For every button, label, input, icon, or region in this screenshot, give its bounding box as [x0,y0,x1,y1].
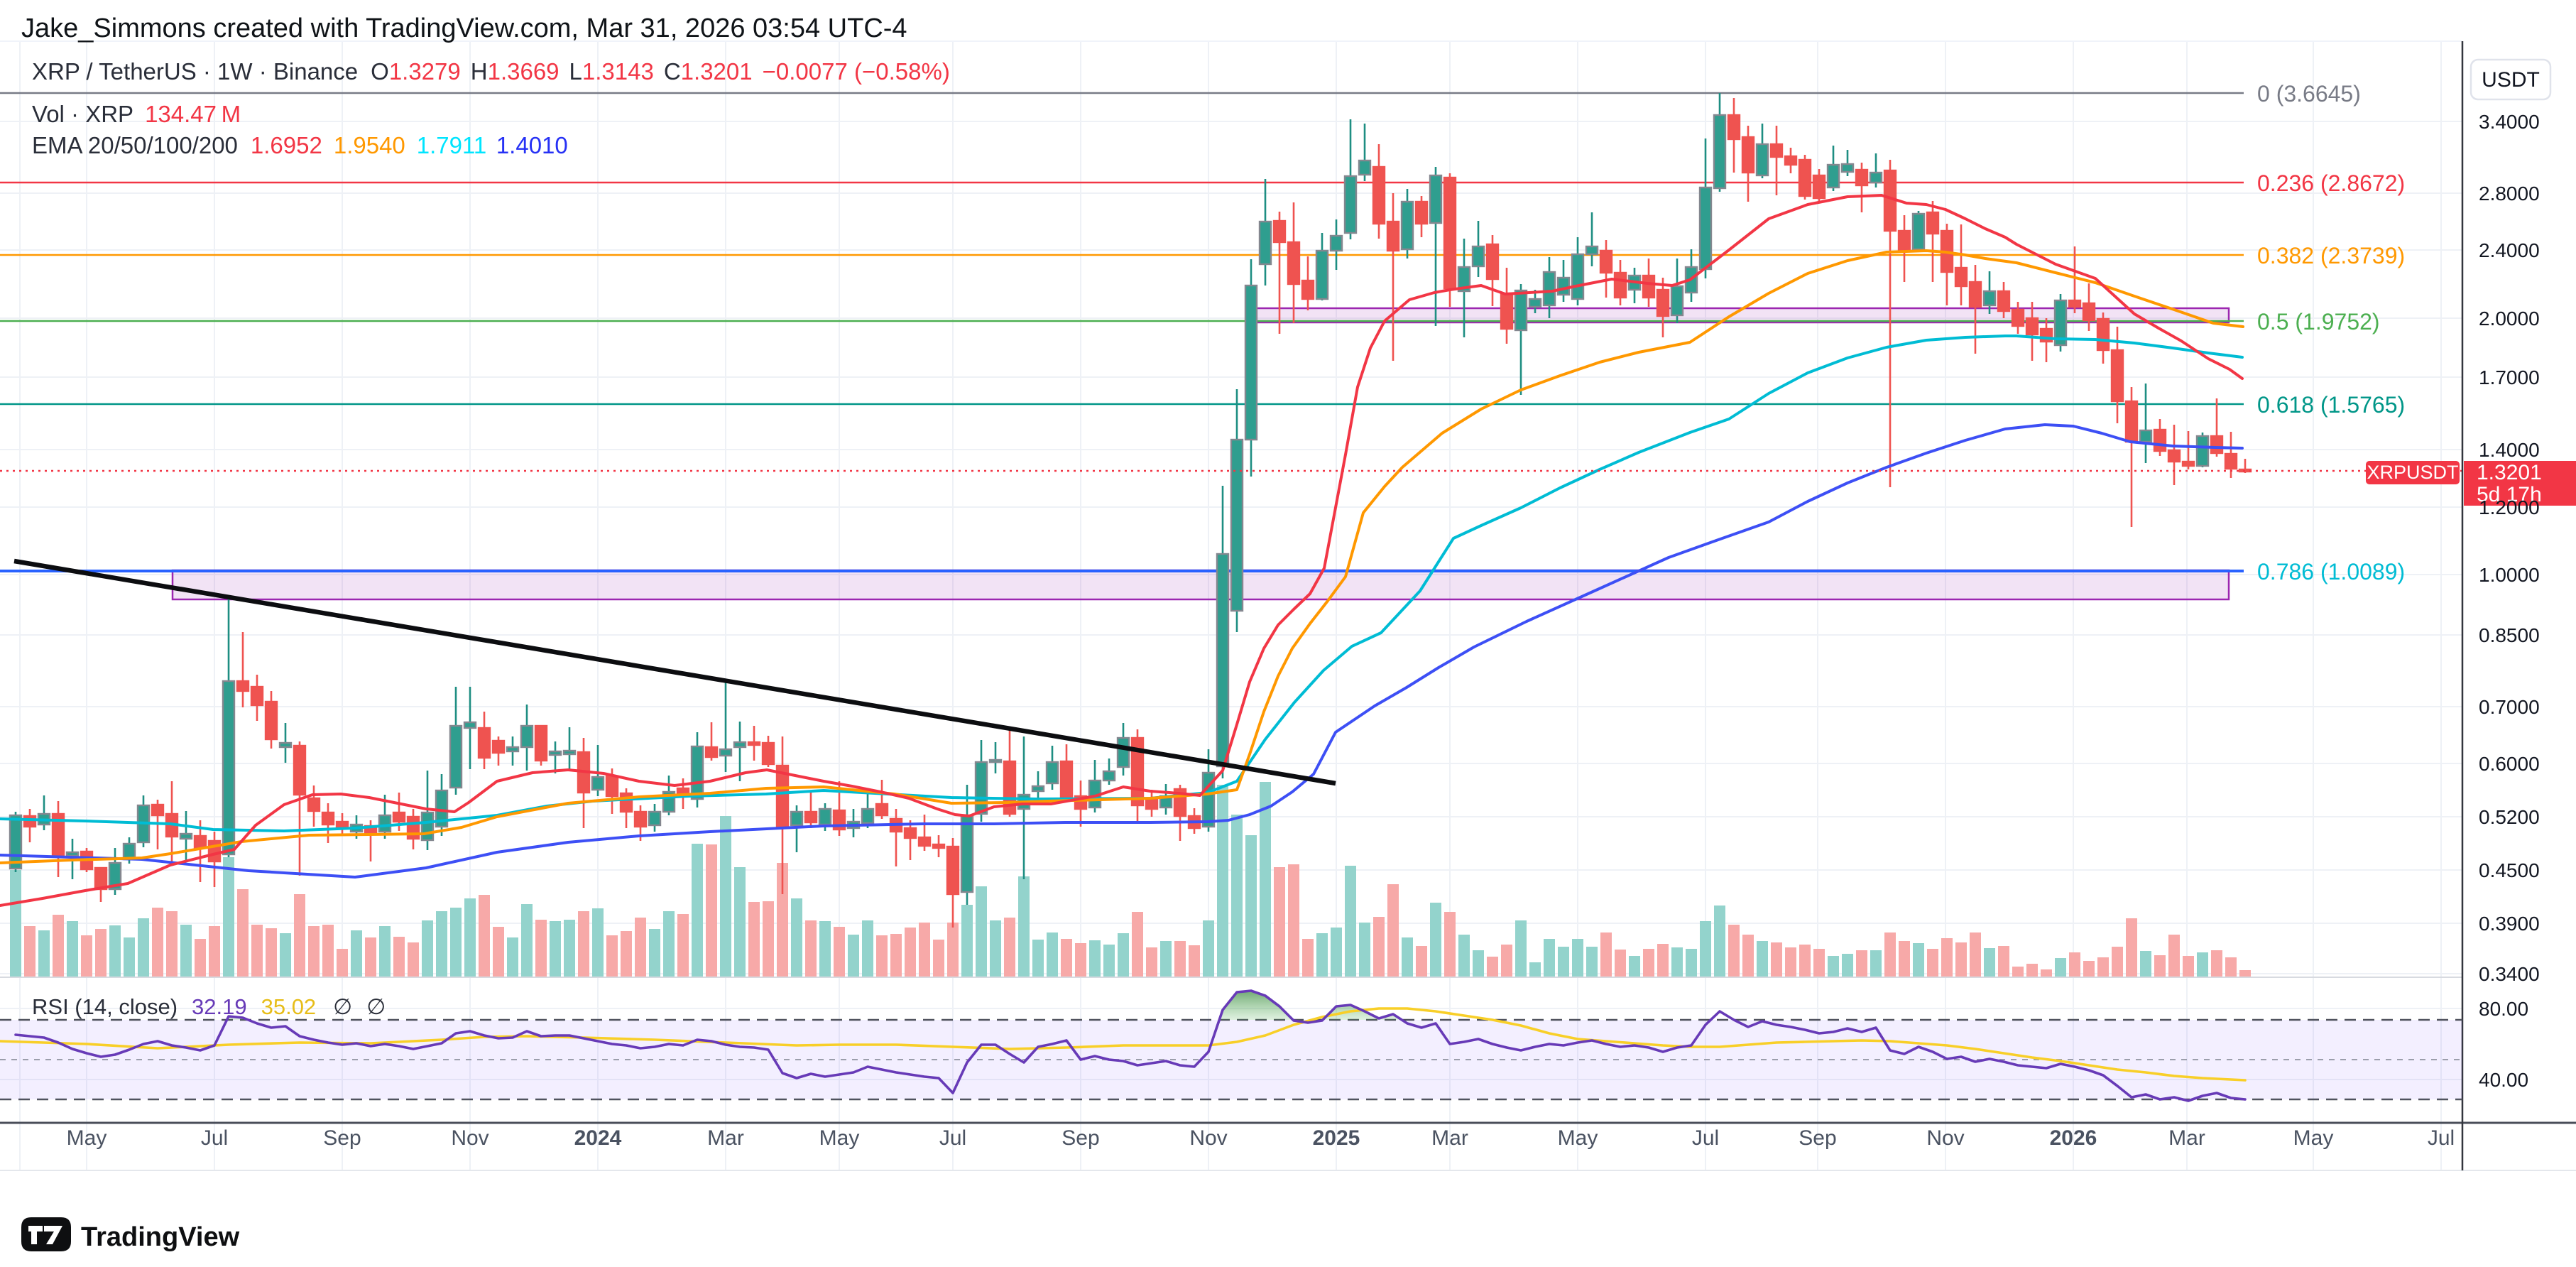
svg-text:0.5 (1.9752): 0.5 (1.9752) [2257,309,2380,335]
svg-text:2025: 2025 [1313,1126,1360,1150]
svg-text:0.7000: 0.7000 [2479,696,2540,718]
svg-text:2026: 2026 [2050,1126,2097,1150]
svg-text:Sep: Sep [1799,1126,1836,1150]
svg-text:5d 17h: 5d 17h [2477,483,2542,506]
svg-text:0.618 (1.5765): 0.618 (1.5765) [2257,392,2405,418]
svg-text:May: May [67,1126,107,1150]
svg-text:XRPUSDT: XRPUSDT [2367,462,2458,483]
svg-text:40.00: 40.00 [2479,1069,2528,1091]
svg-text:USDT: USDT [2482,68,2540,92]
svg-text:May: May [819,1126,860,1150]
svg-text:0.5200: 0.5200 [2479,806,2540,828]
svg-text:Mar: Mar [1431,1126,1468,1150]
svg-text:Nov: Nov [451,1126,489,1150]
svg-text:0.382 (2.3739): 0.382 (2.3739) [2257,243,2405,268]
svg-text:TradingView: TradingView [81,1222,240,1252]
svg-text:May: May [2293,1126,2334,1150]
svg-text:2.0000: 2.0000 [2479,308,2540,330]
svg-text:2.8000: 2.8000 [2479,183,2540,205]
svg-text:1.3201: 1.3201 [2477,461,2542,484]
svg-text:Jul: Jul [201,1126,228,1150]
svg-text:1.4000: 1.4000 [2479,439,2540,461]
svg-text:0.8500: 0.8500 [2479,624,2540,646]
svg-text:Jul: Jul [1692,1126,1719,1150]
svg-text:0.4500: 0.4500 [2479,859,2540,881]
svg-text:0 (3.6645): 0 (3.6645) [2257,81,2361,107]
svg-text:Nov: Nov [1189,1126,1227,1150]
svg-text:1.7000: 1.7000 [2479,366,2540,388]
svg-text:0.786 (1.0089): 0.786 (1.0089) [2257,559,2405,584]
svg-text:3.4000: 3.4000 [2479,111,2540,133]
svg-text:Sep: Sep [323,1126,361,1150]
svg-text:80.00: 80.00 [2479,998,2528,1020]
svg-text:Sep: Sep [1061,1126,1099,1150]
svg-text:0.3400: 0.3400 [2479,963,2540,985]
svg-text:Jake_Simmons created with Trad: Jake_Simmons created with TradingView.co… [21,13,907,43]
svg-text:May: May [1558,1126,1598,1150]
svg-text:0.6000: 0.6000 [2479,753,2540,775]
svg-text:1.0000: 1.0000 [2479,564,2540,586]
svg-text:Mar: Mar [707,1126,744,1150]
svg-text:0.3900: 0.3900 [2479,913,2540,935]
svg-text:Mar: Mar [2168,1126,2205,1150]
svg-text:1.2000: 1.2000 [2479,496,2540,518]
svg-text:Jul: Jul [2428,1126,2455,1150]
svg-text:Nov: Nov [1926,1126,1964,1150]
svg-text:0.236 (2.8672): 0.236 (2.8672) [2257,170,2405,196]
svg-text:Jul: Jul [939,1126,966,1150]
svg-text:2.4000: 2.4000 [2479,239,2540,261]
svg-text:2024: 2024 [574,1126,622,1150]
